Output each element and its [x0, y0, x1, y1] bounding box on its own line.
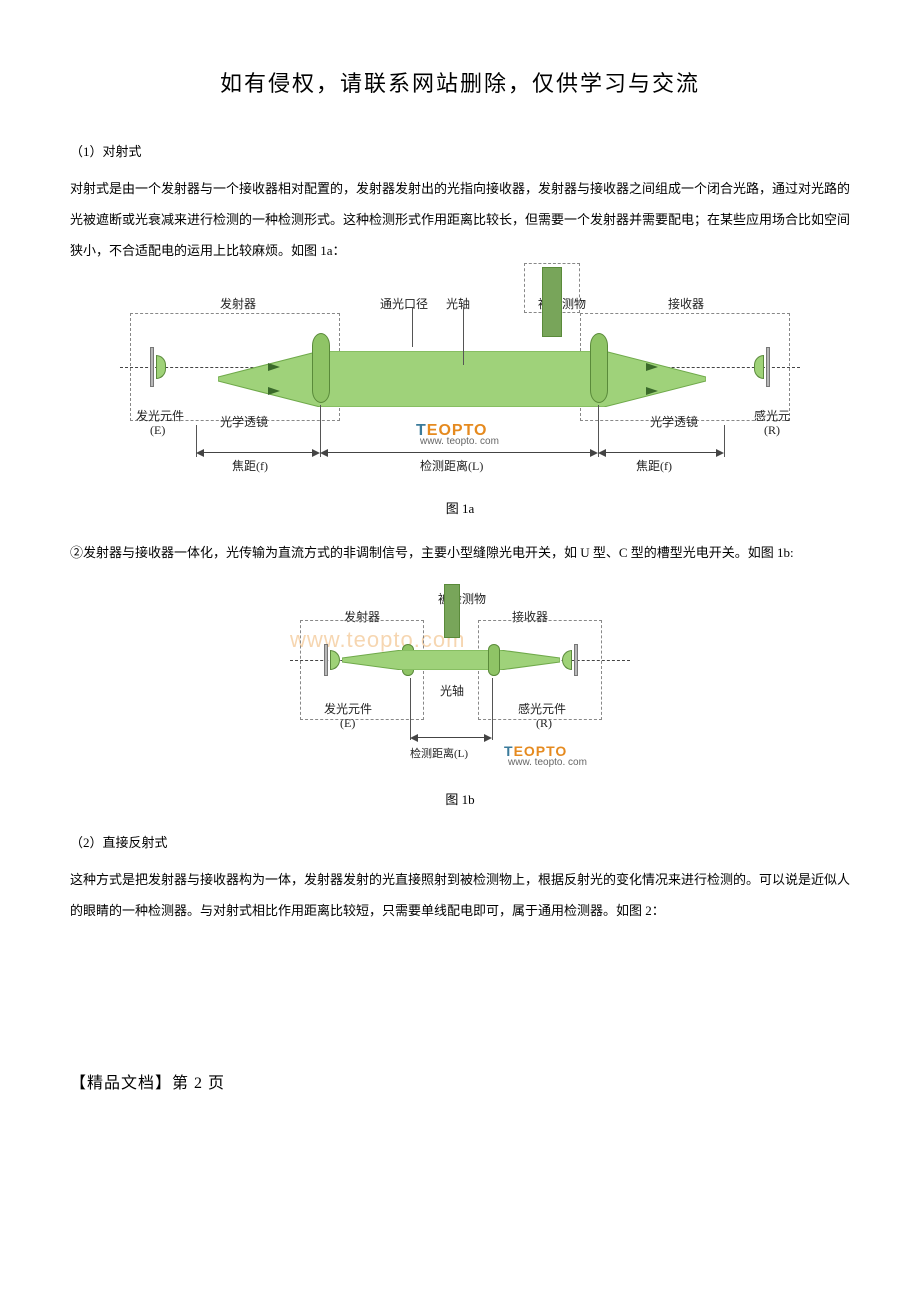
section-2-paragraph-1: 这种方式是把发射器与接收器构为一体，发射器发射的光直接照射到被检测物上，根据反射…	[70, 864, 850, 926]
label-focal-right: 焦距(f)	[636, 453, 672, 479]
diagram-1b: www.teopto.com 发射器 被检测物 接收器 光轴 发光元件 (E) …	[280, 586, 640, 776]
section-1-heading: （1）对射式	[70, 138, 850, 167]
receiver-lens	[590, 333, 608, 403]
label-focal-left: 焦距(f)	[232, 453, 268, 479]
label-emit-el2-1b: (E)	[340, 710, 355, 736]
label-aperture: 通光口径	[380, 291, 428, 317]
label-axis-1b: 光轴	[440, 678, 464, 704]
label-lens-left: 光学透镜	[220, 409, 268, 435]
receiver-plate-1b	[574, 644, 578, 676]
receiver-lens-1b	[488, 644, 500, 676]
target-object	[542, 267, 562, 337]
diagram-1a: www.teopto.com 发射器 通光口径 光轴 被检测物 接收器	[120, 285, 800, 485]
label-recv-el2-1b: (R)	[536, 710, 552, 736]
section-2-heading: （2）直接反射式	[70, 829, 850, 858]
label-detect-dist-1b: 检测距离(L)	[410, 742, 468, 766]
beam-shape	[218, 351, 706, 407]
label-recv-el2: (R)	[764, 417, 780, 443]
receiver-plate	[766, 347, 770, 387]
label-emit-el2: (E)	[150, 417, 165, 443]
dim-v1-1b	[410, 678, 411, 740]
leader-aperture	[412, 307, 413, 347]
emitter-plate	[150, 347, 154, 387]
caption-1a: 图 1a	[70, 495, 850, 524]
leader-axis	[463, 307, 464, 365]
caption-1b: 图 1b	[70, 786, 850, 815]
beam-1b	[342, 650, 560, 670]
section-1-paragraph-2: ②发射器与接收器一体化，光传输为直流方式的非调制信号，主要小型缝隙光电开关，如 …	[70, 537, 850, 568]
diagram-1a-container: www.teopto.com 发射器 通光口径 光轴 被检测物 接收器	[70, 285, 850, 485]
page-footer: 【精品文档】第 2 页	[70, 1066, 850, 1101]
logo-url: www. teopto. com	[420, 431, 499, 453]
section-1-paragraph-1: 对射式是由一个发射器与一个接收器相对配置的，发射器发射出的光指向接收器，发射器与…	[70, 173, 850, 267]
receiver-led	[754, 355, 764, 379]
target-object-1b	[444, 584, 460, 638]
page-title: 如有侵权，请联系网站删除，仅供学习与交流	[70, 60, 850, 108]
label-lens-right: 光学透镜	[650, 409, 698, 435]
dim-v2-1b	[492, 678, 493, 740]
emitter-lens	[312, 333, 330, 403]
label-axis: 光轴	[446, 291, 470, 317]
emitter-plate-1b	[324, 644, 328, 676]
diagram-1b-container: www.teopto.com 发射器 被检测物 接收器 光轴 发光元件 (E) …	[70, 586, 850, 776]
label-detect-dist: 检测距离(L)	[420, 453, 483, 479]
logo-url-1b: www. teopto. com	[508, 752, 587, 774]
dim-v4	[724, 425, 725, 457]
